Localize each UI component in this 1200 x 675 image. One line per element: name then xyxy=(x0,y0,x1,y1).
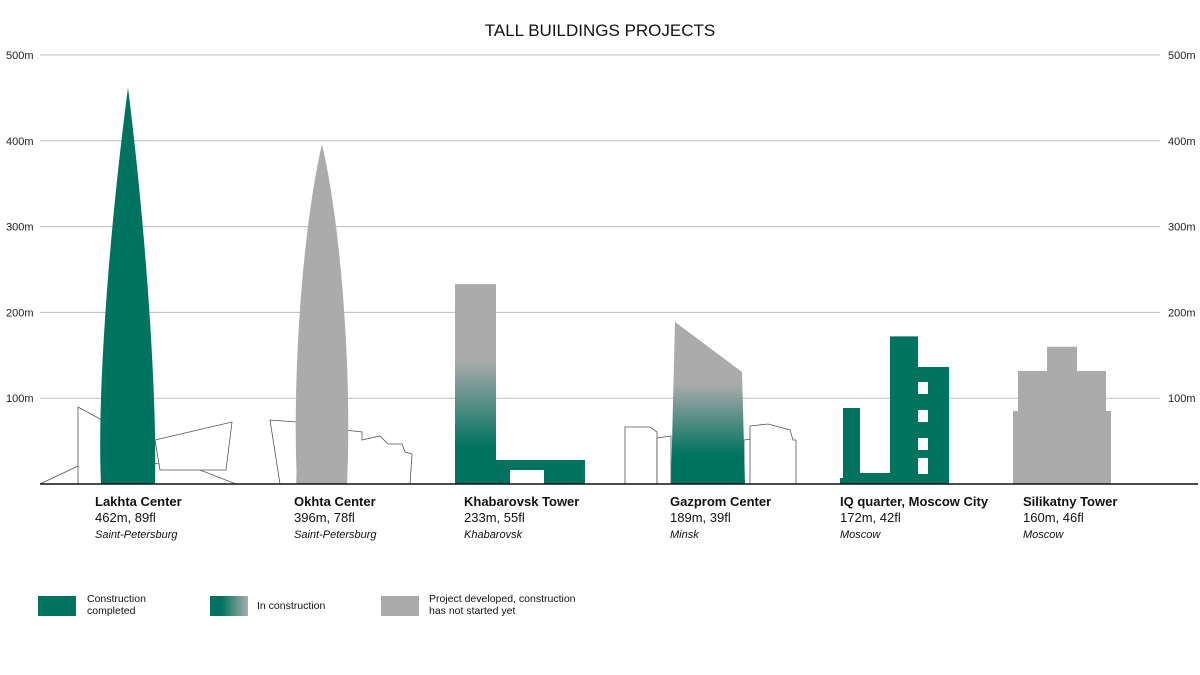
building-labels: Lakhta Center 462m, 89fl Saint-Petersbur… xyxy=(95,494,1117,541)
iq-tower-gap xyxy=(918,458,928,474)
legend-label-planned-line2: has not started yet xyxy=(429,605,515,617)
label-city: Minsk xyxy=(670,529,699,541)
y-tick-label-left: 100m xyxy=(6,393,34,405)
khabarovsk-podium-gap xyxy=(510,470,544,484)
legend-label-completed-line2: completed xyxy=(87,605,136,617)
label-city: Khabarovsk xyxy=(464,529,523,541)
y-tick-label-left: 500m xyxy=(6,50,34,62)
grid-layer: 100m 100m 200m 200m 300m 300m 400m 400m 500m 500m xyxy=(6,50,1196,405)
label-name: Gazprom Center xyxy=(670,494,771,509)
legend-label-in-construction: In construction xyxy=(257,600,325,612)
y-tick-label-left: 400m xyxy=(6,136,34,148)
y-tick-label-right: 400m xyxy=(1168,136,1196,148)
y-tick-label-left: 300m xyxy=(6,222,34,234)
iq-tower-gap xyxy=(918,410,928,422)
building-silikatny-tower xyxy=(1013,346,1111,484)
label-name: Khabarovsk Tower xyxy=(464,494,579,509)
label-stats: 396m, 78fl xyxy=(294,510,355,525)
legend-label-completed-line1: Construction xyxy=(87,593,146,605)
label-stats: 160m, 46fl xyxy=(1023,510,1084,525)
label-stats: 233m, 55fl xyxy=(464,510,525,525)
y-tick-label-right: 100m xyxy=(1168,393,1196,405)
building-gazprom-center xyxy=(671,321,745,484)
y-tick-label-right: 500m xyxy=(1168,50,1196,62)
buildings xyxy=(100,87,1111,484)
legend: Construction completed In construction P… xyxy=(38,593,576,617)
label-name: Lakhta Center xyxy=(95,494,182,509)
building-lakhta-center xyxy=(100,87,156,484)
legend-swatch-in-construction xyxy=(210,596,248,616)
label-stats: 462m, 89fl xyxy=(95,510,156,525)
iq-tower-gap xyxy=(918,438,928,450)
label-city: Moscow xyxy=(840,529,881,541)
label-stats: 189m, 39fl xyxy=(670,510,731,525)
legend-swatch-completed xyxy=(38,596,76,616)
legend-label-planned-line1: Project developed, construction xyxy=(429,593,576,605)
building-khabarovsk-tower xyxy=(455,284,585,484)
building-iq-quarter xyxy=(840,336,949,484)
label-name: Okhta Center xyxy=(294,494,376,509)
y-tick-label-right: 300m xyxy=(1168,222,1196,234)
y-tick-label-right: 200m xyxy=(1168,307,1196,319)
label-city: Moscow xyxy=(1023,529,1064,541)
label-name: Silikatny Tower xyxy=(1023,494,1117,509)
building-okhta-center xyxy=(295,144,349,484)
label-city: Saint-Petersburg xyxy=(294,529,377,541)
label-city: Saint-Petersburg xyxy=(95,529,178,541)
iq-tower-gap xyxy=(918,382,928,394)
chart-title: TALL BUILDINGS PROJECTS xyxy=(485,21,716,40)
label-name: IQ quarter, Moscow City xyxy=(840,494,989,509)
y-tick-label-left: 200m xyxy=(6,307,34,319)
legend-swatch-planned xyxy=(381,596,419,616)
label-stats: 172m, 42fl xyxy=(840,510,901,525)
